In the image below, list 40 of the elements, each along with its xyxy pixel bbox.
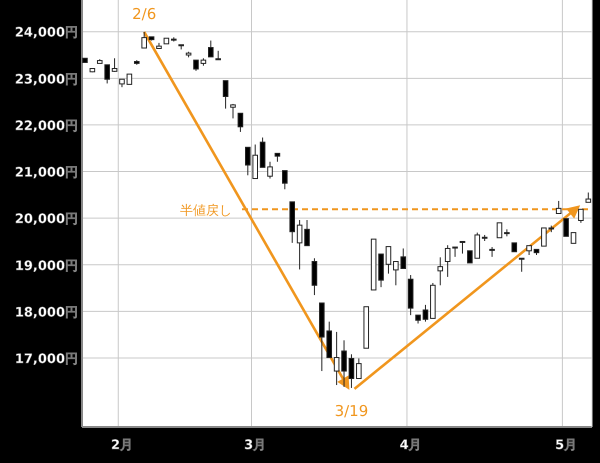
candlestick: [252, 144, 258, 180]
candlestick: [282, 170, 288, 190]
candlestick: [104, 64, 110, 84]
y-tick-label: 18,000円: [14, 305, 78, 320]
annotation: 3/19: [334, 402, 368, 420]
x-tick-label: 4月: [400, 438, 422, 453]
candlestick: [400, 248, 406, 270]
y-tick-label: 24,000円: [14, 26, 78, 41]
ref-line-label: 半値戻し: [180, 203, 232, 218]
y-tick-label: 23,000円: [14, 72, 78, 88]
candlestick: [518, 258, 524, 272]
candlestick: [141, 31, 147, 49]
y-tick-label: 17,000円: [14, 352, 78, 368]
y-tick-label: 22,000円: [14, 118, 78, 134]
candlestick: [452, 246, 458, 258]
candlestick: [222, 80, 228, 110]
candlestick: [245, 146, 251, 176]
candlestick: [541, 227, 547, 247]
candlestick: [474, 232, 480, 259]
candlestick: [460, 240, 466, 254]
y-tick-label: 20,000円: [14, 212, 78, 228]
x-tick-label: 5月: [555, 438, 578, 453]
candlestick: [238, 112, 244, 132]
candlestick: [437, 256, 444, 286]
x-tick-label: 2月: [110, 438, 133, 453]
annotation: 2/6: [132, 4, 156, 23]
candlestick: [556, 200, 562, 214]
candlestick: [444, 244, 450, 278]
candlestick: [489, 246, 495, 258]
candlestick: [467, 250, 473, 264]
x-tick-label: 3月: [244, 438, 266, 453]
y-tick-label: 21,000円: [14, 166, 78, 181]
candlestick: [112, 58, 118, 72]
candlestick: [393, 261, 399, 286]
candlestick: [208, 40, 214, 58]
candlestick: [312, 258, 318, 296]
y-tick-label: 19,000円: [14, 258, 78, 274]
candlestick: [230, 103, 236, 119]
candlestick: [356, 358, 362, 380]
candlestick: [578, 208, 584, 224]
